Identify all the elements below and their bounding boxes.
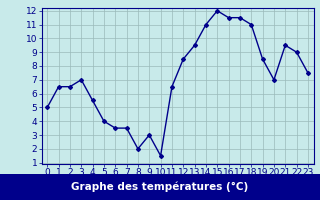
Text: Graphe des températures (°C): Graphe des températures (°C) xyxy=(71,182,249,192)
